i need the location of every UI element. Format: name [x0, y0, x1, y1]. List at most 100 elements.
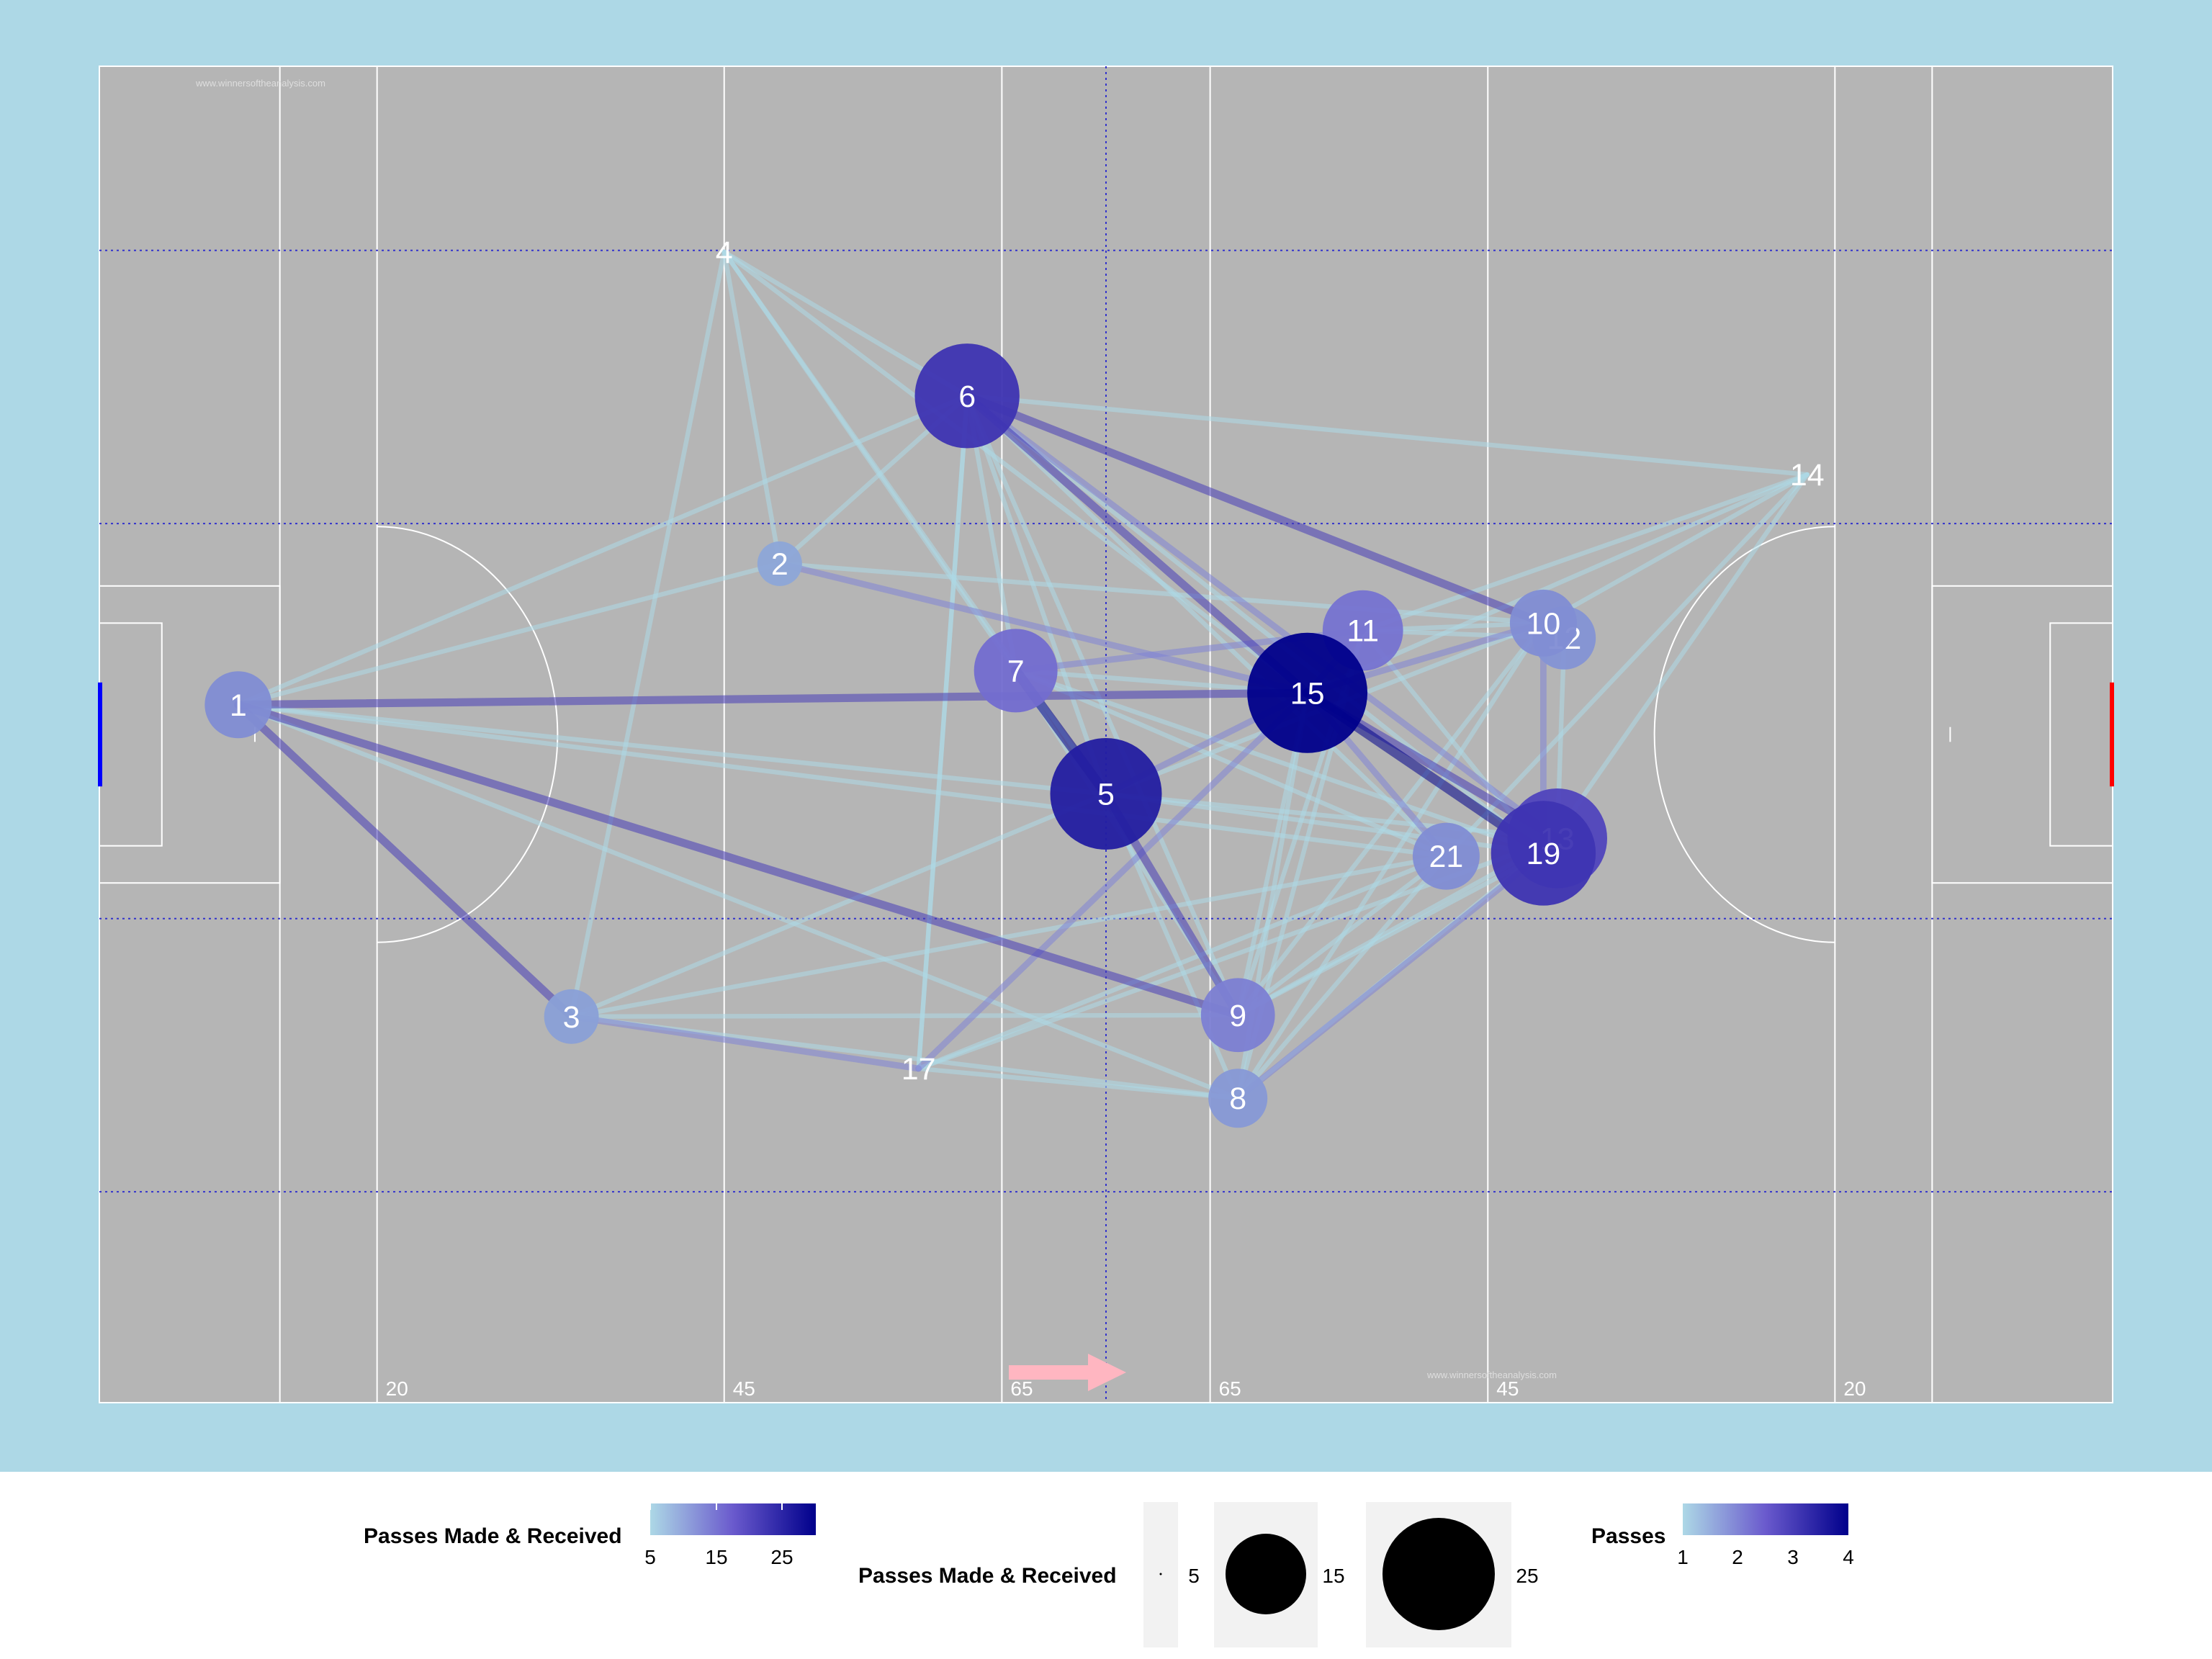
player-node [544, 989, 599, 1044]
pass-edge [776, 560, 1310, 696]
pass-edge [235, 702, 1241, 1101]
player-label: 3 [563, 1000, 580, 1035]
legend-size-key-dot [1159, 1573, 1162, 1575]
player-label: 19 [1526, 837, 1560, 871]
player-label: 15 [1290, 676, 1325, 711]
player-label: 4 [716, 235, 733, 270]
pass-edge [964, 393, 1241, 1017]
pass-edge [721, 249, 1310, 696]
pass-edge [964, 393, 1449, 859]
pass-edge [964, 393, 1809, 477]
pass-edge [963, 392, 1561, 842]
legend-color-ticks: 5 15 25 [644, 1503, 793, 1568]
legend-size-keys: 5 15 25 [1143, 1502, 1539, 1647]
pass-edge [916, 393, 970, 1071]
legend-edge-tick-label: 3 [1787, 1546, 1799, 1568]
legend-edge-tick-label: 2 [1732, 1546, 1743, 1568]
player-label: 7 [1007, 654, 1025, 688]
player-node [1247, 632, 1368, 753]
legend-edge-tick-label: 4 [1843, 1546, 1854, 1568]
pass-edge [915, 689, 1310, 1072]
pass-edge [569, 249, 727, 1020]
pass-edge [235, 393, 970, 707]
legend-edge-title: Passes [1591, 1524, 1665, 1548]
pass-edge [234, 701, 576, 1021]
legend-edge-bar [1683, 1503, 1848, 1535]
pass-edge [1541, 472, 1809, 856]
pass-edge [1360, 472, 1809, 633]
legend-edge-tick-label: 1 [1677, 1546, 1689, 1568]
legend-size: Passes Made & Received 5 15 25 [858, 1502, 1539, 1647]
legend-size-title: Passes Made & Received [858, 1564, 1117, 1588]
player-label: 8 [1229, 1082, 1246, 1116]
legend-size-key-label: 5 [1188, 1565, 1200, 1587]
x-tick-label: 65 [1010, 1377, 1033, 1400]
pass-edge [234, 701, 1242, 1020]
pass-edge [721, 249, 783, 567]
pass-edge [1234, 850, 1547, 1102]
player-node [1509, 589, 1577, 657]
x-tick-label: 20 [386, 1377, 408, 1400]
pass-edge [1541, 472, 1809, 626]
legend-color-tick-label: 25 [770, 1546, 793, 1568]
player-label: 11 [1346, 614, 1379, 649]
x-axis-ticks: 20 45 65 65 45 20 [386, 1377, 1866, 1400]
player-node [1412, 822, 1480, 890]
arrow-shape [1009, 1354, 1127, 1391]
player-node [757, 541, 802, 586]
legend-color-bar [650, 1503, 816, 1535]
legend-size-key-dot [1226, 1534, 1306, 1614]
goal-left [98, 682, 102, 787]
goal-right [2110, 682, 2114, 787]
pass-edge [1235, 853, 1449, 1101]
player-label: 1 [230, 688, 247, 723]
x-tick-label: 20 [1843, 1377, 1866, 1400]
pass-edge [235, 702, 1109, 796]
pass-edge [569, 1012, 1241, 1020]
player-label: 10 [1526, 606, 1560, 641]
arc-right [1654, 526, 1835, 943]
pass-edge [569, 853, 1449, 1020]
player-label: 6 [958, 379, 976, 414]
player-label: 9 [1229, 999, 1246, 1033]
pass-edge [1444, 472, 1809, 859]
pass-edge [235, 561, 783, 707]
pass-edge [234, 688, 1312, 709]
player-node [1200, 978, 1275, 1053]
legend-edge-ticks: 1 2 3 4 [1677, 1546, 1854, 1568]
player-node [1491, 801, 1596, 906]
pass-edge [1235, 621, 1546, 1101]
pass-edge [568, 1013, 922, 1072]
legend-size-key-dot [1382, 1518, 1495, 1630]
legend-color-title: Passes Made & Received [364, 1524, 622, 1548]
watermark-text: www.winnersoftheanalysis.com [1426, 1370, 1557, 1380]
legend-edge: Passes 1 2 3 4 [1591, 1503, 1854, 1568]
player-label: 14 [1790, 458, 1825, 493]
player-node [1050, 737, 1162, 850]
player-node [204, 671, 272, 739]
watermarks: www.winnersoftheanalysis.com www.winnerso… [195, 78, 1557, 1380]
player-node [914, 343, 1020, 449]
player-nodes: 414172381211021911713619515 [204, 235, 1825, 1128]
player-node [1208, 1069, 1268, 1128]
pass-edge [1013, 668, 1546, 856]
player-label: 17 [902, 1052, 936, 1087]
attack-direction-arrow [1009, 1354, 1127, 1391]
grid-lines [99, 66, 2113, 1403]
pass-edge [963, 392, 1548, 627]
x-tick-label: 65 [1219, 1377, 1241, 1400]
player-label: 21 [1429, 840, 1464, 874]
player-label: 2 [771, 547, 788, 582]
legend-size-key-label: 15 [1322, 1565, 1344, 1587]
pass-edge [1235, 621, 1546, 1017]
watermark-text: www.winnersoftheanalysis.com [195, 78, 325, 89]
pass-edge [963, 392, 1312, 697]
player-label: 5 [1097, 777, 1115, 811]
legend-size-key-label: 25 [1516, 1565, 1538, 1587]
legend-color-tick-label: 15 [705, 1546, 727, 1568]
pass-edge [235, 702, 1449, 859]
x-tick-label: 45 [733, 1377, 755, 1400]
x-tick-label: 45 [1496, 1377, 1519, 1400]
legend-color: Passes Made & Received 5 15 25 [364, 1503, 816, 1568]
legend-color-tick-label: 5 [644, 1546, 656, 1568]
